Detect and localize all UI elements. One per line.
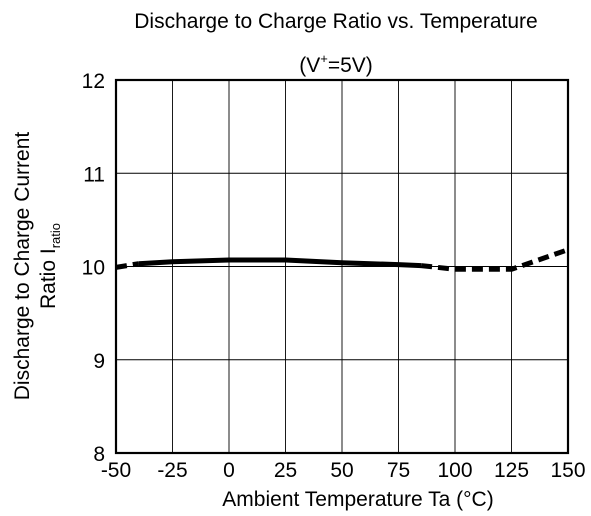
y-tick-label: 10	[82, 257, 105, 280]
y-tick-labels: 8 9 10 11 12	[82, 70, 105, 466]
x-tick-label: 75	[387, 459, 410, 482]
x-tick-label: 100	[437, 459, 472, 482]
series-line-dashed	[115, 261, 140, 270]
y-axis-label-prefix: Ratio I	[37, 248, 60, 309]
y-axis-label-subscript: ratio	[48, 223, 63, 248]
y-axis-label-line1: Discharge to Charge Current	[11, 132, 34, 401]
series-lines	[115, 247, 569, 272]
x-tick-label: 25	[274, 459, 297, 482]
y-tick-label: 12	[82, 70, 105, 93]
y-tick-label: 9	[93, 350, 105, 373]
chart-title: Discharge to Charge Ratio vs. Temperatur…	[134, 10, 537, 33]
grid-lines	[116, 80, 568, 453]
y-tick-label: 11	[83, 163, 105, 186]
y-axis-label-line2: Ratio Iratio	[37, 223, 63, 309]
x-axis-label: Ambient Temperature Ta (°C)	[222, 488, 493, 511]
x-tick-labels: -50 -25 0 25 50 75 100 125 150	[101, 459, 586, 482]
x-tick-label: 125	[494, 459, 529, 482]
x-tick-label: -25	[157, 459, 187, 482]
series-line-dashed	[420, 247, 569, 272]
x-tick-label: 0	[223, 459, 235, 482]
subtitle-superscript: +	[320, 51, 328, 66]
x-tick-label: 150	[550, 459, 585, 482]
subtitle-prefix: (V	[299, 54, 320, 77]
x-tick-label: 50	[330, 459, 353, 482]
x-tick-label: -50	[101, 459, 131, 482]
y-tick-label: 8	[93, 443, 105, 466]
chart-subtitle: (V+=5V)	[299, 51, 373, 77]
series-line-solid	[138, 257, 422, 269]
subtitle-suffix: =5V)	[328, 54, 373, 77]
